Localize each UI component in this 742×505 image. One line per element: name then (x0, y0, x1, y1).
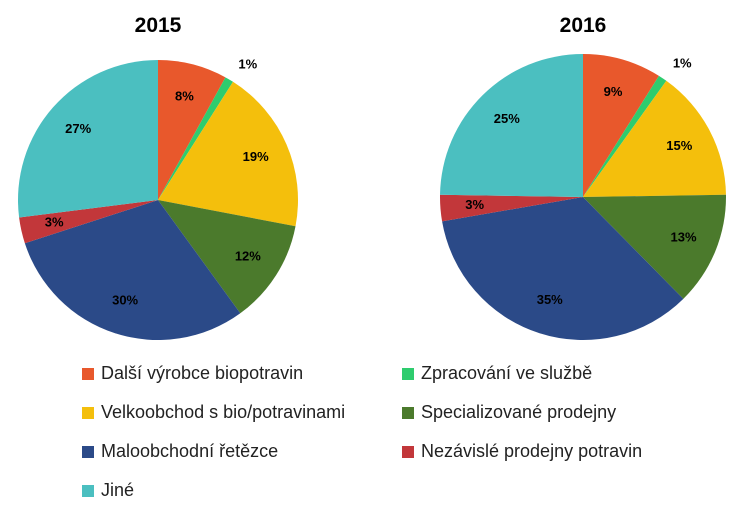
chart-title: 2015 (135, 14, 182, 37)
legend-label: Maloobchodní řetězce (101, 441, 278, 461)
data-label: 13% (671, 230, 697, 245)
legend-label: Nezávislé prodejny potravin (421, 441, 642, 461)
pie-slice (583, 54, 659, 197)
legend-swatch (82, 446, 94, 458)
data-label: 9% (604, 84, 623, 99)
legend-label: Jiné (101, 480, 134, 500)
legend-label: Zpracování ve službě (421, 363, 592, 383)
data-label: 8% (175, 88, 194, 103)
data-label: 30% (112, 293, 138, 308)
legend-label: Velkoobchod s bio/potravinami (101, 402, 345, 422)
data-label: 15% (666, 138, 692, 153)
pie-slice (24, 200, 241, 340)
pie-slice (158, 60, 226, 200)
data-label: 19% (243, 149, 269, 164)
pie-slice (158, 81, 298, 227)
data-label: 1% (673, 55, 692, 70)
legend-swatch (402, 407, 414, 419)
legend-label: Další výrobce biopotravin (101, 363, 303, 383)
pie-slice (583, 75, 667, 197)
legend-swatch (82, 407, 94, 419)
pie-slice (17, 60, 158, 218)
legend-swatch (402, 368, 414, 380)
data-label: 35% (537, 292, 563, 307)
data-label: 3% (45, 215, 64, 230)
legend-swatch (82, 485, 94, 497)
pie-slice (440, 194, 583, 222)
data-label: 12% (235, 248, 261, 263)
data-label: 27% (65, 121, 91, 136)
pie-slice (442, 197, 684, 340)
chart-title: 2016 (560, 14, 607, 37)
pie-slice (583, 80, 726, 197)
pie-slice (19, 200, 158, 244)
legend-swatch (402, 446, 414, 458)
data-label: 25% (494, 111, 520, 126)
pie-slice (583, 194, 726, 299)
pie-slice (440, 54, 583, 197)
legend-swatch (82, 368, 94, 380)
legend-label: Specializované prodejny (421, 402, 616, 422)
data-label: 3% (465, 197, 484, 212)
pie-slice (158, 77, 234, 200)
pie-slice (158, 200, 296, 314)
data-label: 1% (238, 56, 257, 71)
